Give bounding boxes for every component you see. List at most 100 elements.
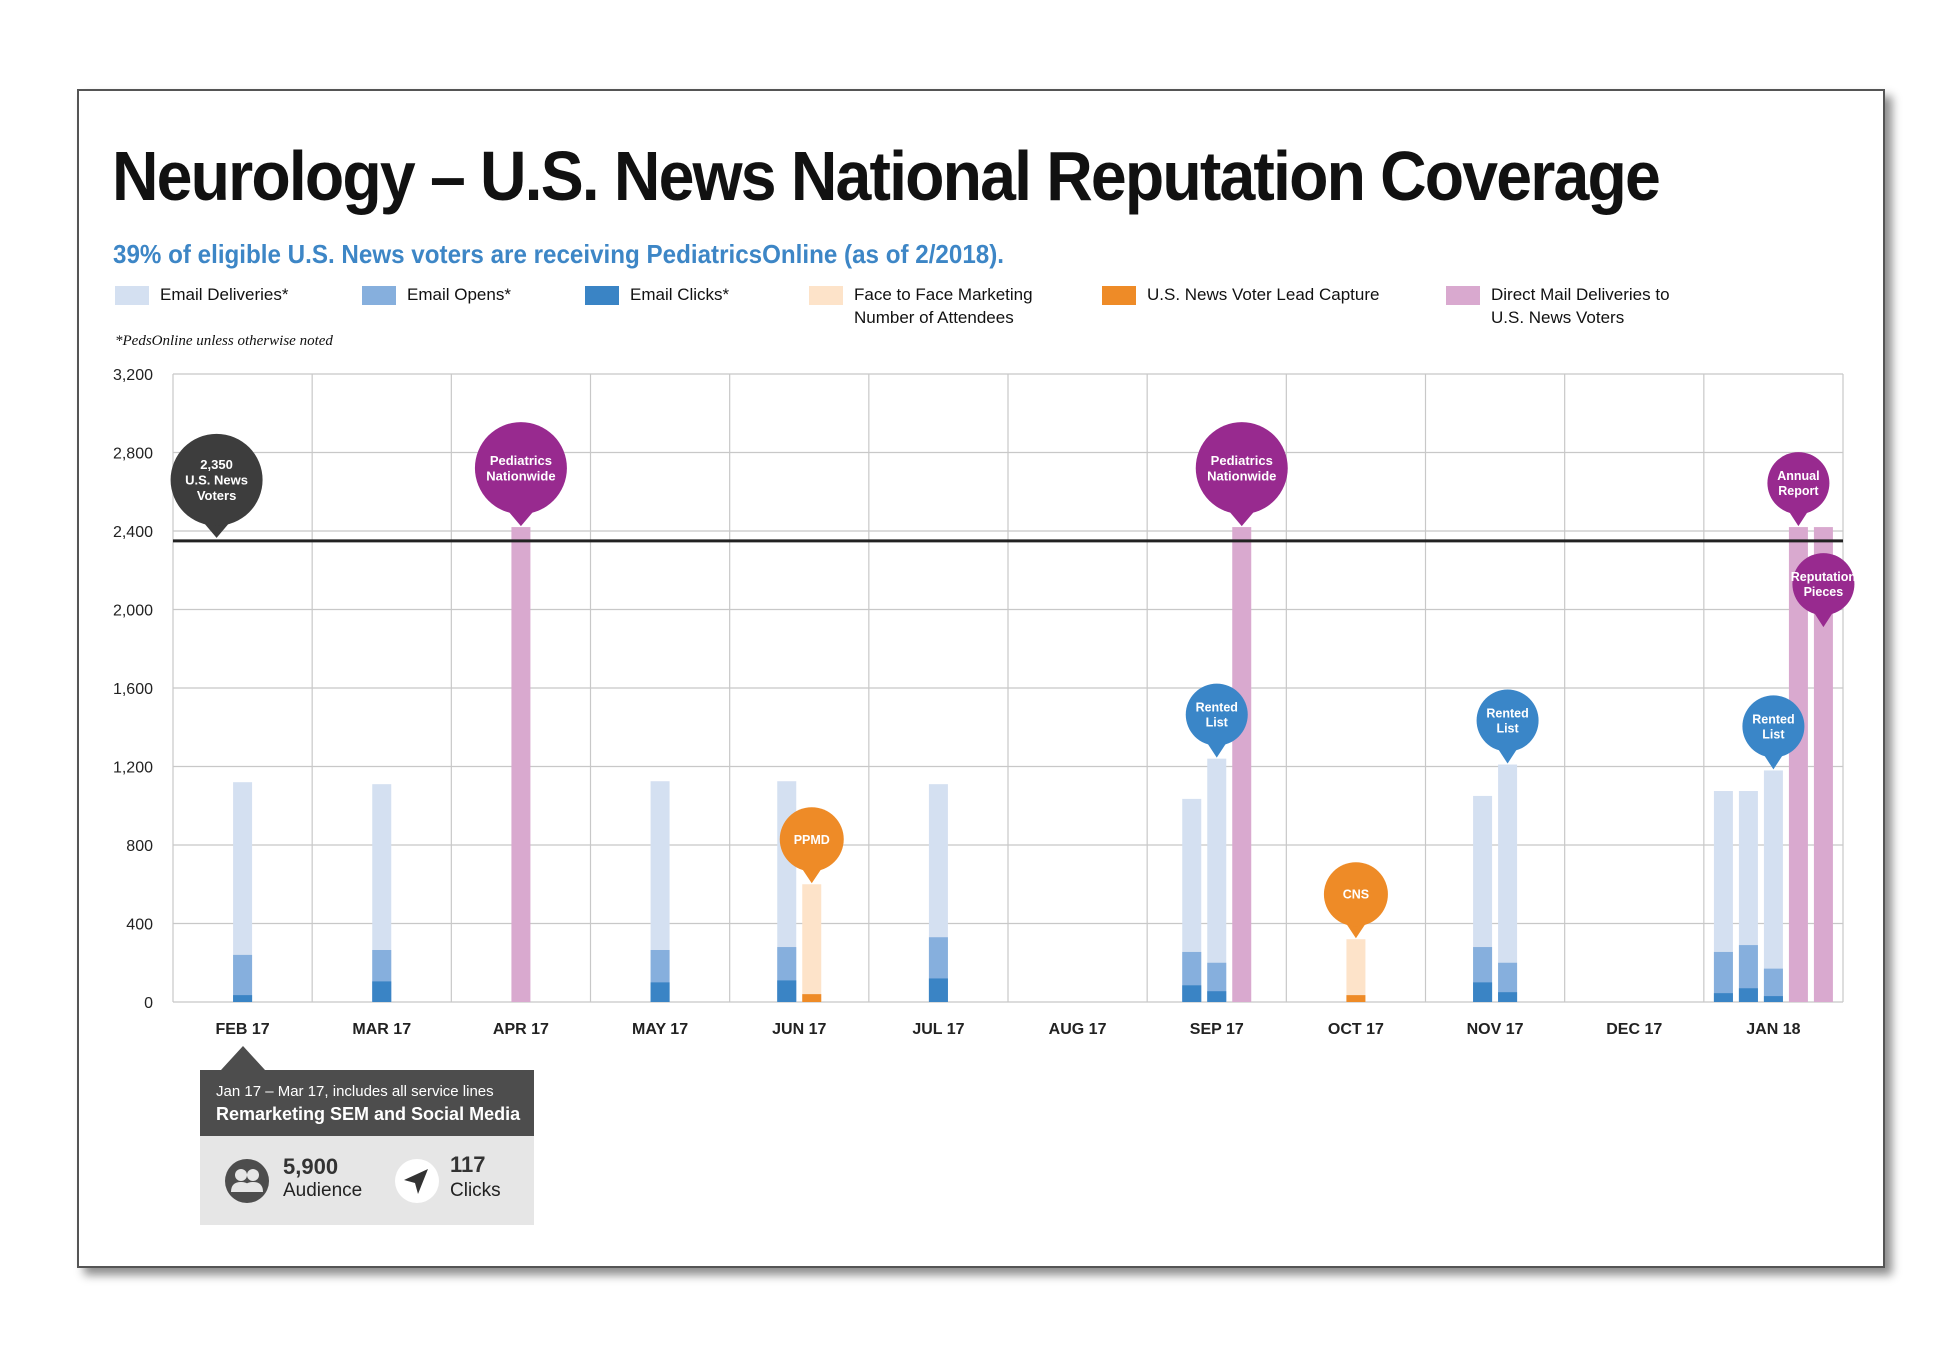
legend-item-email-clicks: Email Clicks* [585,283,729,306]
x-tick-label: MAR 17 [352,1021,411,1038]
callout-heading: Remarketing SEM and Social Media [216,1104,521,1124]
annotation-marker-label: Reputation [1791,570,1856,584]
legend-swatch [809,286,843,305]
y-tick-label: 0 [144,995,153,1012]
bar-email-deliveries [1182,798,1202,1002]
bar-direct-mail [1788,527,1808,1002]
bar-email-clicks [1473,982,1493,1002]
cursor-arrow-icon [395,1159,439,1203]
annotation-marker-label: Rented [1196,701,1238,715]
legend-swatch [1446,286,1480,305]
y-tick-label: 1,600 [113,681,153,698]
voters-marker-label: U.S. News [185,472,248,487]
legend-swatch [1102,286,1136,305]
y-tick-label: 400 [126,917,153,934]
y-tick-label: 2,000 [113,603,153,620]
legend-item-face-to-face: Face to Face Marketing Number of Attendee… [809,283,1033,329]
legend-item-email-deliveries: Email Deliveries* [115,283,288,306]
annotation-marker-label: Pieces [1804,585,1844,599]
annotation-marker [1792,553,1855,616]
bar-email-clicks [1498,992,1518,1002]
y-tick-label: 2,400 [113,524,153,541]
legend-label: Direct Mail Deliveries to U.S. News Voter… [1491,285,1670,327]
x-tick-label: MAY 17 [632,1021,688,1038]
annotation-marker [779,807,844,872]
x-tick-label: FEB 17 [215,1021,269,1038]
bar-email-opens [1763,968,1783,1002]
audience-icon [225,1159,269,1203]
bar-email-opens [1738,945,1758,1002]
annotation-marker [1476,689,1539,752]
legend-swatch [362,286,396,305]
legend-label: Email Deliveries* [160,285,289,304]
remarketing-callout: Jan 17 – Mar 17, includes all service li… [200,1046,534,1225]
bar-email-clicks [777,980,797,1002]
annotation-marker-label: Pediatrics [490,453,552,468]
bar-direct-mail [1232,527,1252,1002]
legend-swatch [585,286,619,305]
bar-email-clicks [372,981,392,1002]
audience-label: Audience [283,1180,363,1201]
annotation-marker [1323,862,1388,927]
x-tick-label: JUL 17 [912,1021,964,1038]
bar-email-opens [1713,951,1733,1002]
audience-value: 5,900 [283,1154,339,1179]
bar-email-clicks [650,982,670,1002]
clicks-label: Clicks [450,1180,501,1201]
bar-email-deliveries [233,782,253,1002]
callout-date-range: Jan 17 – Mar 17, includes all service li… [216,1083,494,1100]
bar-email-clicks [1738,988,1758,1002]
bar-email-clicks [1713,993,1733,1002]
voters-marker-label: 2,350 [200,457,233,472]
x-tick-label: JUN 17 [772,1021,826,1038]
bar-direct-mail [1813,527,1833,1002]
bar-email-deliveries [1713,791,1733,1002]
legend-item-email-opens: Email Opens* [362,283,511,306]
annotation-marker-label: Rented [1752,712,1794,726]
bar-face-to-face [802,884,822,1002]
annotation-marker-label: List [1496,722,1519,736]
annotation-marker-label: Nationwide [486,469,555,484]
voters-marker-label: Voters [197,488,237,503]
bar-lead-capture [1346,995,1366,1002]
bar-email-clicks [233,995,253,1002]
legend-label: Face to Face Marketing Number of Attendee… [854,285,1033,327]
annotation-marker [1195,422,1288,515]
y-tick-label: 2,800 [113,446,153,463]
annotation-marker [474,422,567,515]
annotation-marker-label: Nationwide [1207,469,1276,484]
bar-email-clicks [1182,985,1202,1002]
bar-email-opens [233,954,253,1002]
x-tick-label: AUG 17 [1049,1021,1107,1038]
bar-email-deliveries [1498,764,1518,1002]
legend-swatch [115,286,149,305]
annotation-marker-label: Rented [1486,707,1528,721]
callout-header: Jan 17 – Mar 17, includes all service li… [200,1070,534,1136]
bar-email-clicks [1207,991,1227,1002]
bar-email-deliveries [372,784,392,1002]
page-title: Neurology – U.S. News National Reputatio… [112,137,1661,215]
x-tick-label: DEC 17 [1606,1021,1662,1038]
annotation-marker-label: Report [1778,484,1819,498]
callout-pointer [221,1046,265,1070]
x-tick-label: NOV 17 [1467,1021,1524,1038]
bar-face-to-face [1346,939,1366,1002]
annotation-marker-label: List [1762,727,1785,741]
annotation-marker-label: Pediatrics [1211,453,1273,468]
x-tick-label: OCT 17 [1328,1021,1384,1038]
bar-email-deliveries [1207,758,1227,1002]
annotation-marker [1767,452,1830,515]
bar-email-deliveries [650,781,670,1002]
legend-label: Email Opens* [407,285,511,304]
legend-item-direct-mail: Direct Mail Deliveries to U.S. News Voter… [1446,283,1670,329]
annotation-marker-label: Annual [1777,469,1819,483]
bar-direct-mail [511,527,531,1002]
bar-email-clicks [928,978,948,1002]
annotation-marker-label: PPMD [794,833,830,847]
annotation-marker [1742,695,1805,758]
bar-email-clicks [1763,996,1783,1002]
legend-item-lead-capture: U.S. News Voter Lead Capture [1102,283,1379,306]
legend-label: U.S. News Voter Lead Capture [1147,285,1380,304]
page-subtitle: 39% of eligible U.S. News voters are rec… [113,239,1004,269]
